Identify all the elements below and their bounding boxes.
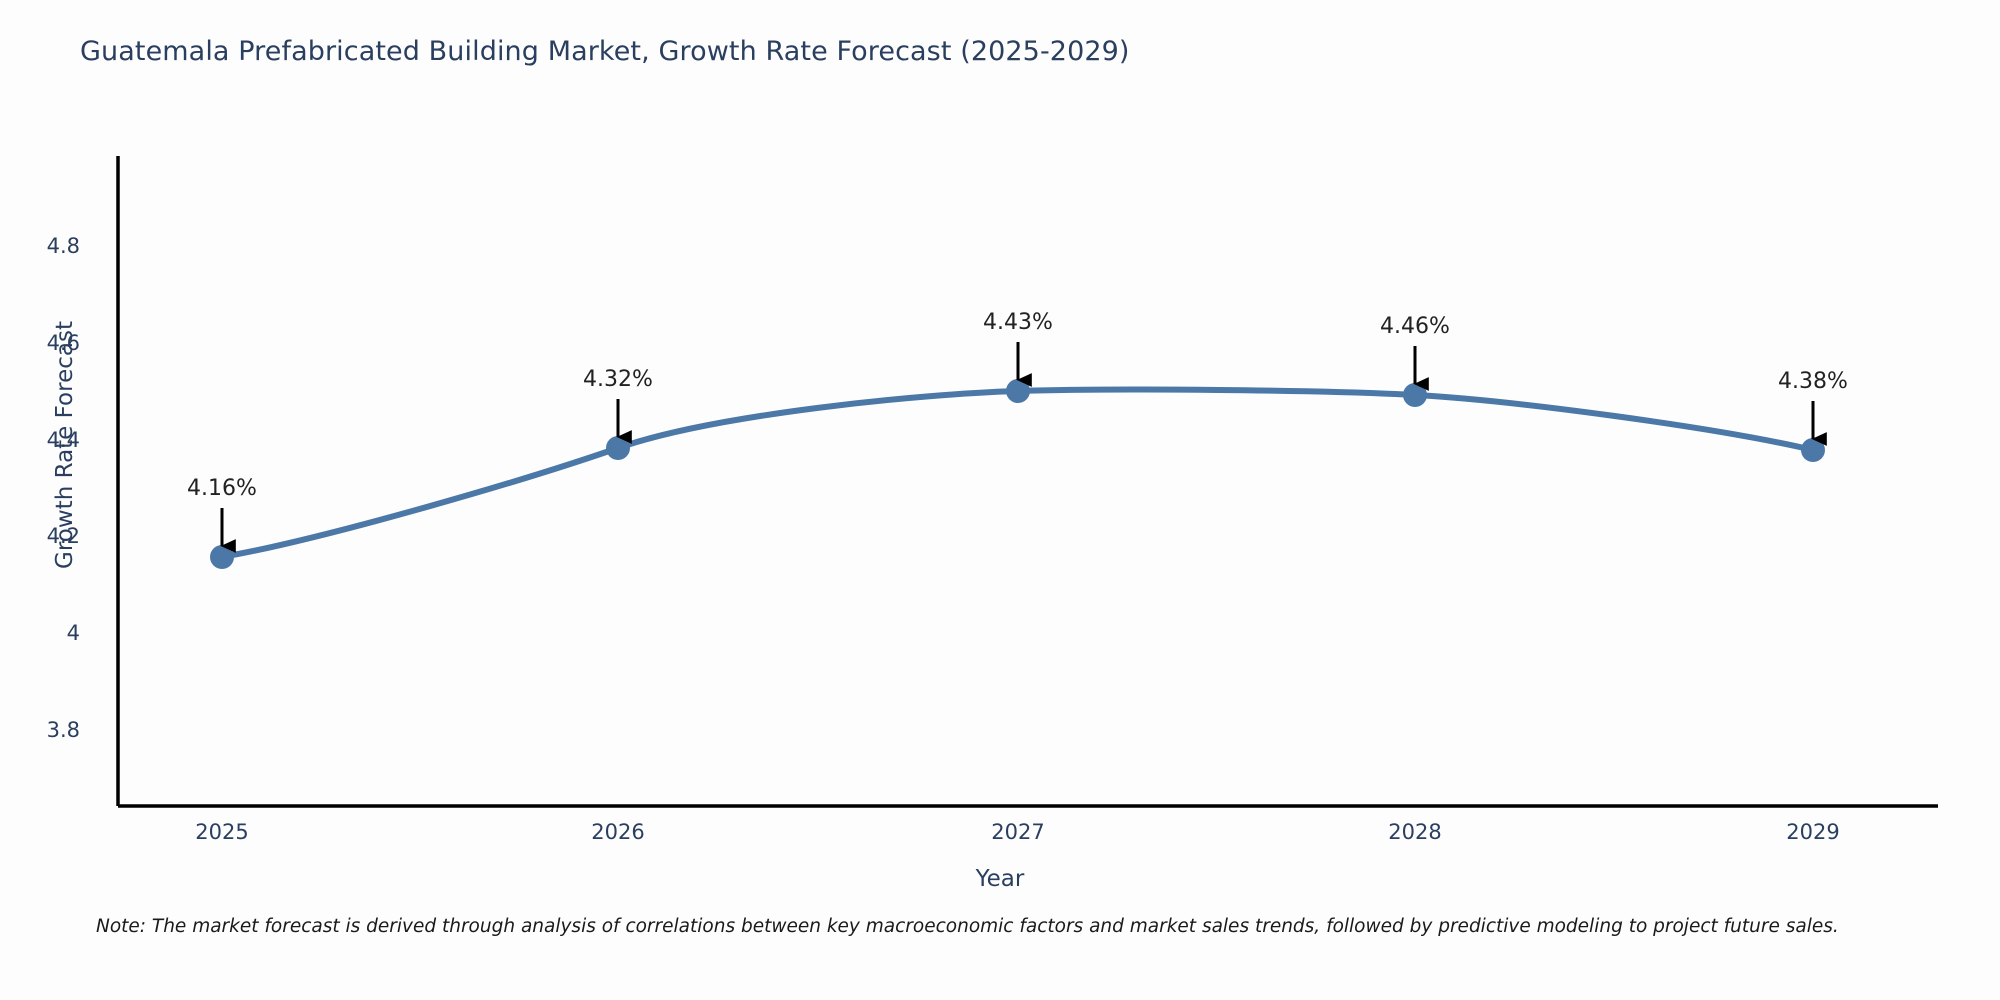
- y-tick-label-4-4: 4.4: [46, 428, 80, 452]
- x-tick-label-2025: 2025: [195, 820, 249, 844]
- data-label-2027: 4.43%: [983, 310, 1053, 335]
- data-point-marker[interactable]: [1006, 379, 1030, 403]
- x-tick-label-2028: 2028: [1388, 820, 1442, 844]
- chart-title: Guatemala Prefabricated Building Market,…: [80, 36, 1130, 67]
- data-point-marker[interactable]: [1403, 383, 1427, 407]
- data-label-2028: 4.46%: [1380, 314, 1450, 339]
- data-label-2029: 4.38%: [1778, 369, 1848, 394]
- data-label-2025: 4.16%: [187, 476, 257, 501]
- data-line-growth-rate: [219, 386, 1816, 560]
- x-tick-label-2029: 2029: [1786, 820, 1840, 844]
- x-tick-label-2026: 2026: [591, 820, 645, 844]
- chart-note: Note: The market forecast is derived thr…: [96, 916, 1839, 937]
- data-point-marker[interactable]: [1801, 438, 1825, 462]
- data-point-marker[interactable]: [210, 545, 234, 569]
- y-tick-label-3-8: 3.8: [46, 718, 80, 742]
- x-tick-label-2027: 2027: [991, 820, 1045, 844]
- data-label-2026: 4.32%: [583, 367, 653, 392]
- y-axis-title: Growth Rate Forecast: [52, 321, 78, 569]
- data-point-marker[interactable]: [606, 436, 630, 460]
- y-tick-label-4: 4: [66, 621, 80, 645]
- y-tick-label-4-8: 4.8: [46, 234, 80, 258]
- y-tick-label-4-2: 4.2: [46, 524, 80, 548]
- y-tick-label-4-6: 4.6: [46, 331, 80, 355]
- x-axis-title: Year: [975, 866, 1025, 892]
